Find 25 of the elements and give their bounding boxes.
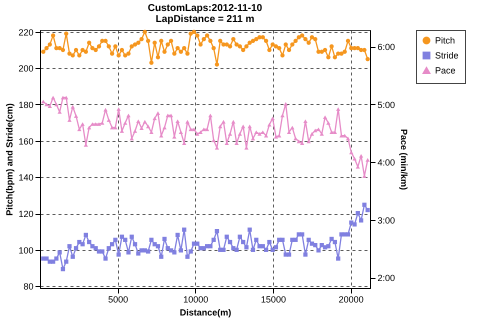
y2-axis-title: Pace (min/km)	[399, 128, 410, 190]
y2-tick-label: 2:00	[378, 273, 396, 284]
y2-tick-label: 5:00	[378, 100, 396, 110]
chart-title: CustomLaps:2012-11-10	[148, 2, 263, 14]
x-tick-label: 10000	[183, 294, 208, 304]
legend-label: Stride	[435, 50, 459, 60]
y2-tick-label: 3:00	[378, 215, 396, 226]
x-tick-label: 15000	[260, 294, 286, 304]
x-axis-title: Distance(m)	[180, 308, 232, 318]
y2-tick-label: 4:00	[378, 158, 396, 168]
y-tick-label: 160	[18, 136, 34, 146]
y-tick-label: 140	[18, 172, 34, 183]
y-tick-label: 120	[18, 209, 34, 220]
y-tick-label: 220	[18, 27, 34, 38]
y-tick-label: 80	[23, 282, 34, 292]
y-tick-label: 100	[18, 245, 34, 256]
y-tick-label: 180	[18, 100, 34, 110]
y2-tick-label: 6:00	[378, 42, 396, 52]
x-tick-label: 20000	[338, 294, 364, 304]
y-tick-label: 200	[18, 64, 34, 74]
chart-subtitle: LapDistance = 211 m	[156, 14, 254, 25]
legend-label: Pace	[435, 66, 456, 76]
x-tick-label: 5000	[108, 294, 128, 304]
y-axis-title: Pitch(bpm) and Stride(cm)	[4, 103, 14, 216]
legend-label: Pitch	[435, 36, 456, 46]
